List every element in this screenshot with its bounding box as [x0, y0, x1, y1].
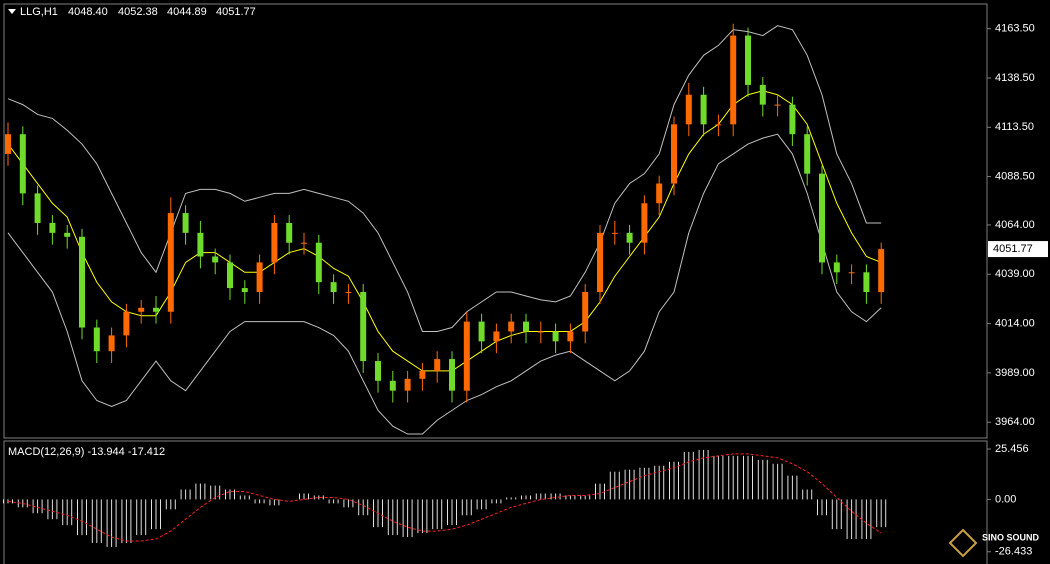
y-tick-label: 4138.50: [995, 72, 1035, 84]
candle-body: [49, 222, 56, 233]
candle-body: [863, 272, 870, 293]
candle-body: [641, 203, 648, 243]
candle-body: [79, 236, 85, 328]
candle-body: [685, 94, 692, 125]
candle-body: [804, 134, 811, 174]
symbol: LLG,H1: [20, 6, 58, 18]
candle-body: [286, 222, 293, 243]
y-tick-label: 4014.00: [995, 317, 1035, 329]
candle-body: [182, 213, 189, 233]
y-tick-label: 4113.50: [995, 121, 1034, 133]
candle-body: [19, 134, 26, 194]
macd-title: MACD(12,26,9) -13.944 -17.412: [8, 446, 165, 458]
candle-body: [123, 311, 130, 336]
candle-body: [241, 288, 248, 293]
price-box: [988, 241, 1048, 258]
candle-body: [271, 222, 278, 263]
indicator-line: [7, 133, 882, 435]
candle-body: [552, 331, 559, 342]
candle-body: [582, 292, 589, 332]
candle-body: [360, 292, 367, 362]
candle-body: [93, 327, 100, 352]
candle-body: [345, 292, 352, 294]
candle-body: [404, 378, 411, 391]
candle-body: [138, 307, 145, 312]
candle-body: [774, 104, 781, 106]
candle-body: [419, 370, 426, 379]
candle-body: [759, 84, 766, 105]
ohlc-high: 4052.38: [118, 6, 158, 18]
candle-body: [5, 134, 11, 154]
candle-body: [434, 359, 441, 371]
candle-body: [508, 321, 515, 332]
ohlc-open: 4048.40: [68, 6, 108, 18]
candle-body: [523, 321, 529, 332]
candle-body: [167, 213, 174, 312]
y-tick-label: 4039.00: [995, 268, 1035, 280]
candle-body: [64, 232, 71, 237]
indicator-line: [7, 90, 882, 372]
candle-body: [597, 232, 603, 293]
indicator-line: [7, 25, 882, 332]
watermark: SINO SOUND: [982, 532, 1040, 542]
candle-body: [315, 242, 322, 283]
y-tick-label: 4064.00: [995, 219, 1035, 231]
ohlc-close: 4051.77: [216, 6, 256, 18]
candle-body: [256, 262, 263, 293]
candle-body: [212, 256, 219, 263]
candle-body: [108, 335, 115, 352]
candle-body: [493, 331, 500, 342]
candle-body: [715, 124, 722, 126]
y-tick-label: 3964.00: [995, 416, 1035, 428]
candle-body: [153, 307, 159, 312]
logo: [948, 528, 978, 558]
candle-body: [463, 321, 470, 391]
y-tick-label: 3989.00: [995, 367, 1035, 379]
candle-body: [833, 262, 840, 273]
y-tick-label: 4163.50: [995, 23, 1035, 35]
signal-line: [7, 453, 882, 542]
candle-body: [700, 94, 707, 125]
candle-body: [301, 242, 307, 244]
main-panel: [3, 3, 988, 439]
candle-body: [449, 359, 455, 391]
candle-body: [567, 331, 574, 342]
macd-panel: [3, 440, 988, 564]
candle-body: [626, 232, 633, 243]
candle-body: [227, 262, 233, 289]
candle-body: [848, 272, 855, 274]
menu-arrow[interactable]: [8, 9, 16, 14]
candle-body: [611, 232, 618, 234]
candle-body: [745, 35, 751, 85]
candle-body: [389, 380, 396, 391]
candle-body: [656, 183, 663, 204]
y-tick-label: -26.433: [995, 546, 1032, 558]
current-price: 4051.77: [993, 243, 1033, 255]
y-tick-label: 4088.50: [995, 171, 1035, 183]
candle-body: [478, 321, 485, 342]
y-tick-label: 25.456: [995, 443, 1029, 455]
candle-body: [671, 124, 677, 184]
candle-body: [197, 232, 204, 257]
candle-body: [537, 331, 544, 333]
ohlc-low: 4044.89: [167, 6, 207, 18]
candle-body: [375, 361, 381, 381]
candle-body: [878, 249, 885, 293]
candle-body: [34, 193, 41, 223]
candle-body: [789, 104, 796, 135]
y-tick-label: 0.00: [995, 493, 1016, 505]
candle-body: [819, 173, 825, 263]
candle-body: [730, 35, 737, 125]
candle-body: [330, 282, 337, 293]
